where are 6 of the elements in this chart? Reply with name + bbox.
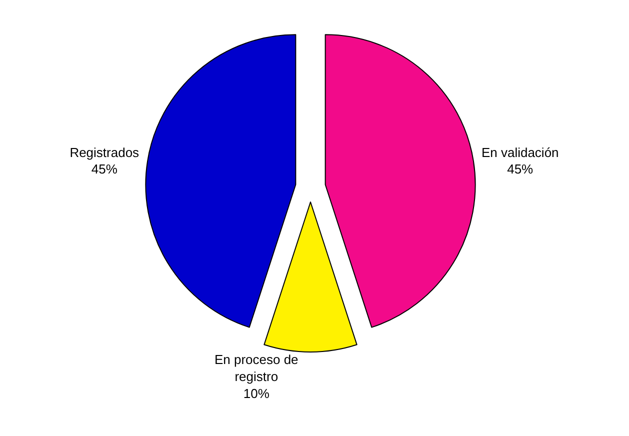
slice-label: En validación [481,144,559,160]
data-label: 10% [243,386,270,401]
data-label: 45% [507,162,534,177]
slice-label: Registrados [70,144,140,160]
slice-label: En proceso de registro [214,352,298,384]
data-label: 45% [91,162,118,177]
